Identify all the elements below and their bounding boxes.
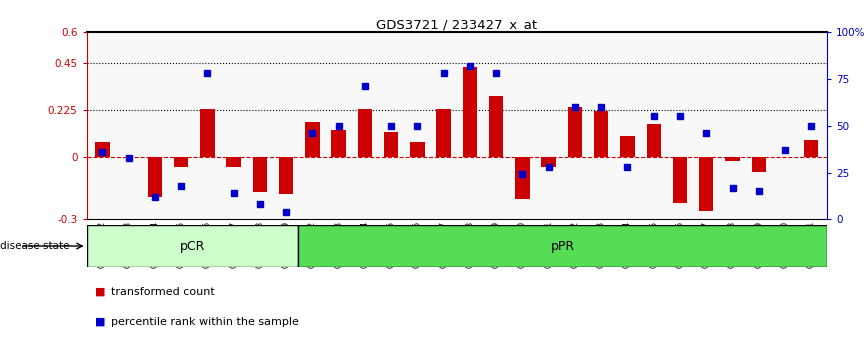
Bar [436, 109, 451, 157]
Bar [253, 157, 267, 192]
Bar [358, 109, 372, 157]
Bar [541, 157, 556, 167]
Bar [647, 124, 661, 157]
Bar [594, 111, 609, 157]
Bar [87, 225, 298, 267]
Bar [462, 67, 477, 157]
Bar [384, 132, 398, 157]
Text: pCR: pCR [179, 240, 205, 252]
Bar [726, 157, 740, 161]
Text: pPR: pPR [551, 240, 575, 252]
Bar [515, 157, 530, 199]
Bar [489, 97, 503, 157]
Text: percentile rank within the sample: percentile rank within the sample [111, 317, 299, 327]
Text: disease state: disease state [0, 241, 69, 251]
Bar [410, 142, 424, 157]
Bar [620, 136, 635, 157]
Bar [298, 225, 827, 267]
Bar [804, 140, 818, 157]
Bar [752, 157, 766, 172]
Bar [200, 109, 215, 157]
Bar [699, 157, 714, 211]
Bar [226, 157, 241, 167]
Bar [332, 130, 346, 157]
Text: transformed count: transformed count [111, 287, 215, 297]
Text: ■: ■ [95, 287, 109, 297]
Bar [279, 157, 294, 194]
Bar [95, 142, 110, 157]
Bar [305, 121, 320, 157]
Bar [673, 157, 688, 203]
Bar [147, 157, 162, 196]
Bar [568, 107, 582, 157]
Text: ■: ■ [95, 317, 109, 327]
Title: GDS3721 / 233427_x_at: GDS3721 / 233427_x_at [376, 18, 538, 31]
Bar [174, 157, 188, 167]
